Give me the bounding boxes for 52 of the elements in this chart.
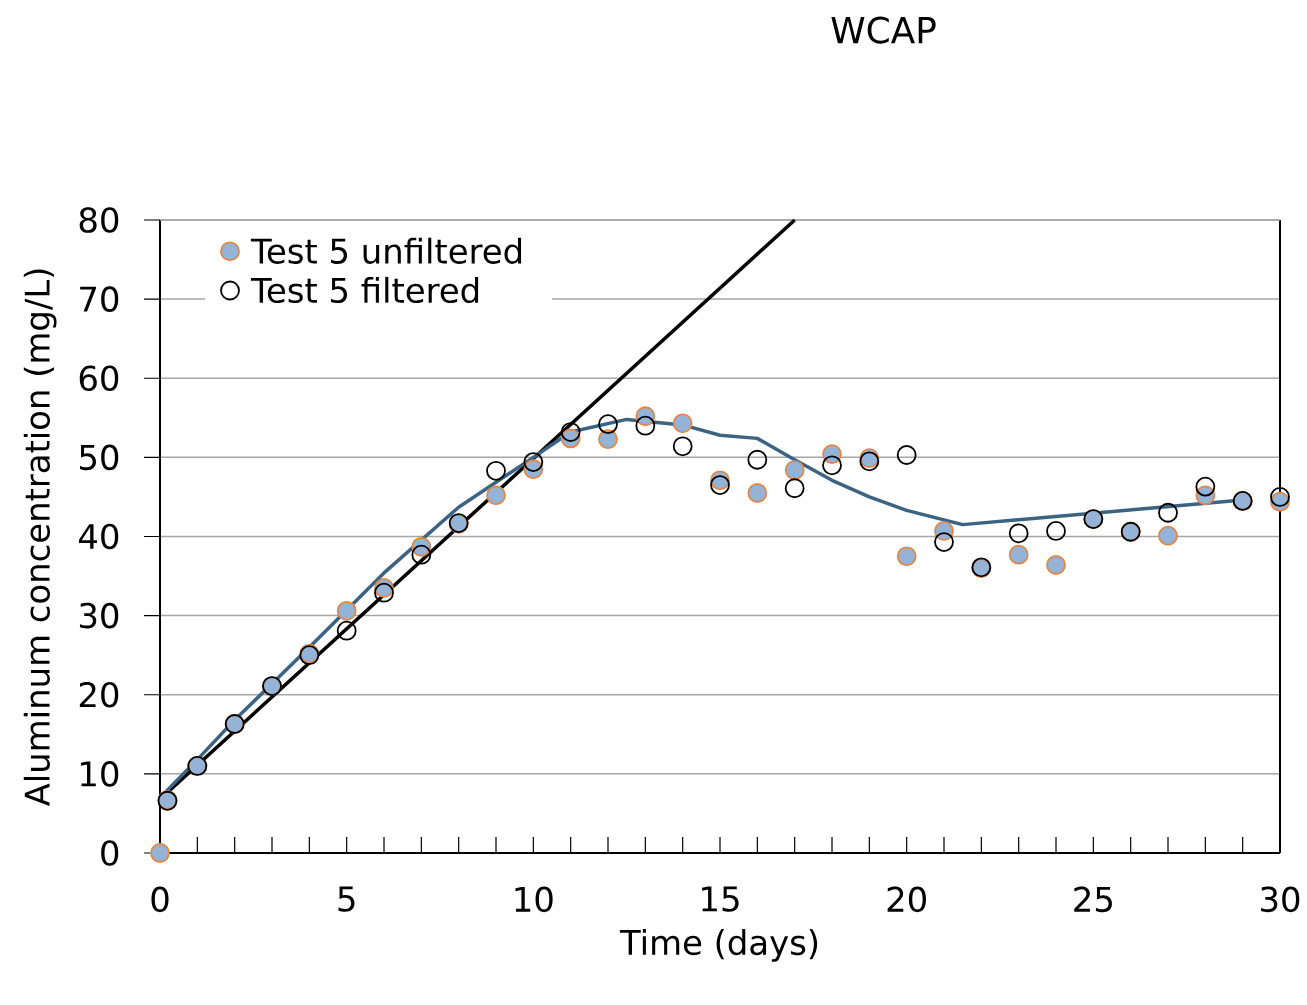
point (150, 843, 170, 863)
point (747, 449, 768, 470)
y-tick-label: 40 (79, 523, 119, 550)
point (1158, 525, 1178, 546)
x-tick-label: 15 (702, 886, 739, 912)
legend-label: Test 5 unfiltered (250, 237, 522, 264)
point (934, 532, 954, 552)
point (560, 422, 581, 442)
x-axis-title: Time (days) (619, 928, 818, 962)
point (523, 452, 544, 473)
x-tick-label: 25 (1074, 886, 1112, 913)
point (896, 546, 917, 567)
y-axis-title: Aluminum concentration (mg/L) (23, 269, 57, 807)
point (747, 483, 768, 503)
y-tick-label: 0 (101, 840, 119, 866)
x-tick-label: 30 (1261, 886, 1300, 913)
point (1158, 502, 1178, 523)
point (598, 429, 618, 450)
point (672, 413, 693, 434)
point (486, 485, 506, 506)
y-tick-label: 30 (79, 602, 119, 629)
point (374, 582, 394, 603)
point (710, 475, 730, 495)
point (1195, 476, 1216, 497)
point (635, 415, 656, 436)
point (411, 544, 432, 565)
y-tick-label: 80 (79, 207, 119, 233)
point (784, 460, 805, 480)
point (486, 460, 506, 481)
x-tick-label: 10 (515, 886, 553, 913)
y-tick-label: 60 (79, 365, 119, 392)
point (1008, 544, 1029, 565)
point (1046, 555, 1066, 575)
x-tick-label: 5 (338, 886, 355, 912)
y-tick-label: 20 (79, 681, 119, 708)
x-tick-label: 0 (151, 886, 169, 913)
y-tick-label: 70 (80, 286, 119, 312)
x-tick-label: 20 (887, 886, 926, 913)
point (598, 414, 618, 435)
y-tick-label: 10 (81, 761, 119, 787)
point (1046, 521, 1066, 541)
y-tick-label: 50 (79, 444, 119, 471)
text: WCAP (831, 16, 936, 44)
point (784, 478, 805, 499)
legend-label: Test 5 filtered (250, 276, 479, 304)
point (822, 455, 842, 476)
point (336, 600, 357, 621)
point (1008, 523, 1029, 544)
point (896, 445, 917, 465)
point (672, 436, 693, 457)
point (1270, 487, 1290, 507)
point (336, 620, 357, 641)
